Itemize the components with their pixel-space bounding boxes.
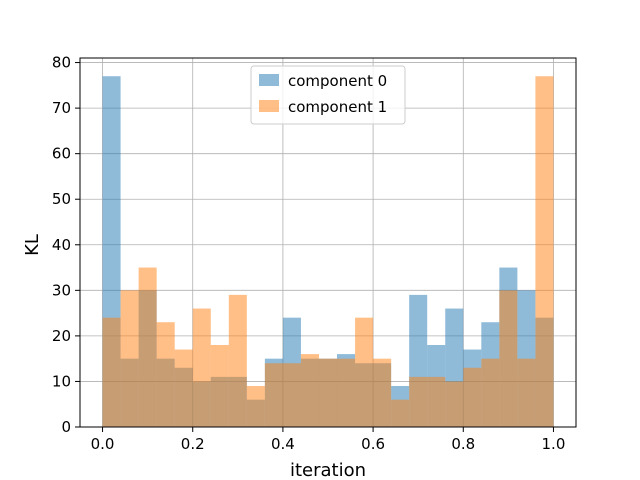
histogram-bar (499, 290, 518, 427)
histogram-bar (373, 358, 392, 427)
y-tick-label: 70 (52, 99, 71, 117)
legend: component 0 component 1 (250, 65, 406, 125)
histogram-bar (463, 367, 482, 427)
histogram-bar (282, 363, 301, 427)
histogram-bar (228, 294, 247, 427)
histogram-bar (337, 358, 356, 427)
histogram-bar (192, 308, 211, 427)
legend-label: component 1 (288, 98, 387, 116)
histogram-bar (409, 376, 428, 427)
y-axis-ticks: 0 10 20 30 40 50 60 70 80 (52, 54, 80, 436)
plot-area-frame (79, 57, 577, 428)
x-tick-label: 0.0 (91, 435, 115, 453)
x-tick-label: 0.8 (451, 435, 475, 453)
legend-label: component 0 (288, 72, 387, 90)
histogram-bar (138, 267, 157, 427)
x-tick-label: 1.0 (542, 435, 566, 453)
histogram-bar (355, 317, 374, 427)
histogram-bar (391, 399, 410, 427)
y-tick-label: 80 (52, 54, 71, 72)
histogram-bar (427, 376, 446, 427)
histogram-bar (300, 354, 319, 427)
x-tick-label: 0.2 (181, 435, 205, 453)
x-axis-ticks: 0.0 0.2 0.4 0.6 0.8 1.0 (91, 427, 566, 453)
histogram-bar (102, 317, 121, 427)
histogram-bar (246, 386, 265, 427)
y-tick-label: 20 (52, 327, 71, 345)
legend-swatch (259, 74, 279, 86)
legend-swatch (259, 100, 279, 112)
legend-box (250, 65, 406, 125)
histogram-bar (120, 290, 139, 427)
histogram-bar (481, 358, 500, 427)
y-axis-label: KL (22, 234, 43, 256)
histogram-bar (445, 381, 464, 427)
x-tick-label: 0.4 (271, 435, 295, 453)
x-axis-label: iteration (290, 460, 366, 480)
histogram-bar (517, 358, 536, 427)
histogram-bar (210, 345, 229, 427)
y-tick-label: 30 (52, 281, 71, 299)
y-tick-label: 0 (61, 418, 71, 436)
histogram-bar (318, 358, 338, 427)
histogram-bar (264, 363, 283, 427)
histogram-bar (156, 322, 175, 427)
histogram-bars (102, 76, 554, 427)
histogram-bar (535, 76, 554, 427)
y-tick-label: 40 (52, 236, 71, 254)
y-tick-label: 10 (52, 372, 71, 390)
y-tick-label: 60 (52, 145, 71, 163)
histogram-bar (174, 349, 193, 427)
y-tick-label: 50 (52, 190, 71, 208)
series-1-bars (102, 76, 554, 427)
x-tick-label: 0.6 (361, 435, 385, 453)
